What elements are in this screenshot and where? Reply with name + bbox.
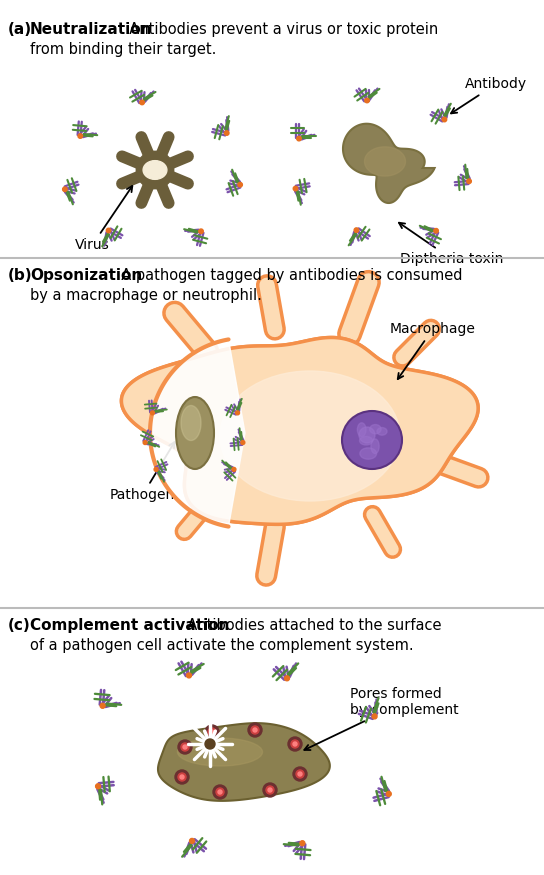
Circle shape [106,228,111,233]
Ellipse shape [360,437,373,445]
Circle shape [300,841,305,845]
Text: (c): (c) [8,618,31,633]
Polygon shape [343,123,435,203]
Circle shape [205,725,219,739]
Circle shape [293,742,297,746]
Ellipse shape [369,424,381,434]
Circle shape [467,179,471,184]
Circle shape [253,728,257,732]
Circle shape [180,775,184,779]
Circle shape [248,723,262,737]
Ellipse shape [357,423,366,437]
Circle shape [442,117,447,122]
Circle shape [165,134,172,140]
Circle shape [189,838,195,844]
Circle shape [210,730,214,734]
Circle shape [178,740,192,754]
Text: Pathogen: Pathogen [110,442,175,502]
Circle shape [296,136,301,141]
Circle shape [386,792,391,796]
Circle shape [296,770,304,778]
Circle shape [154,467,158,472]
Circle shape [293,767,307,781]
Text: A pathogen tagged by antibodies is consumed: A pathogen tagged by antibodies is consu… [112,268,462,283]
Text: (b): (b) [8,268,33,283]
Text: from binding their target.: from binding their target. [30,42,217,57]
Text: of a pathogen cell activate the complement system.: of a pathogen cell activate the compleme… [30,638,413,653]
Circle shape [151,411,154,415]
Circle shape [285,676,289,681]
Circle shape [119,153,126,160]
Circle shape [208,728,216,736]
Polygon shape [150,340,245,527]
Circle shape [364,98,369,102]
Text: Antibodies prevent a virus or toxic protein: Antibodies prevent a virus or toxic prot… [120,22,438,37]
Ellipse shape [377,428,387,435]
Text: Macrophage: Macrophage [390,322,476,379]
Circle shape [137,151,174,189]
Circle shape [184,153,191,160]
Circle shape [165,200,172,206]
Circle shape [216,788,224,796]
Text: Diptheria toxin: Diptheria toxin [399,223,503,266]
Text: (a): (a) [8,22,32,37]
Text: by a macrophage or neutrophil.: by a macrophage or neutrophil. [30,288,262,303]
Text: Neutralization: Neutralization [30,22,152,37]
Circle shape [187,673,191,678]
Circle shape [138,134,145,140]
Text: Complement activation: Complement activation [30,618,230,633]
Circle shape [225,130,229,136]
Circle shape [291,740,299,748]
Circle shape [293,186,298,191]
Circle shape [218,790,222,794]
Ellipse shape [176,397,214,469]
Text: Antibodies attached to the surface: Antibodies attached to the surface [178,618,442,633]
Polygon shape [121,338,478,524]
Circle shape [183,745,187,749]
Circle shape [205,739,215,749]
Polygon shape [121,338,478,524]
Ellipse shape [371,439,379,453]
Ellipse shape [360,448,376,459]
Polygon shape [364,147,405,176]
Circle shape [263,783,277,797]
Circle shape [140,101,144,105]
Circle shape [100,704,105,708]
Circle shape [372,714,377,719]
Circle shape [138,200,145,206]
Text: Virus: Virus [75,186,132,252]
Circle shape [359,427,375,443]
Circle shape [63,187,67,192]
Circle shape [96,784,101,788]
Ellipse shape [143,161,167,179]
Circle shape [199,229,203,234]
Text: Opsonization: Opsonization [30,268,142,283]
Text: Pores formed
by complement: Pores formed by complement [304,687,459,750]
Circle shape [143,441,147,444]
Ellipse shape [177,738,263,766]
Circle shape [238,183,243,187]
Circle shape [236,411,239,415]
Circle shape [181,743,189,751]
Text: Antibody: Antibody [451,77,527,114]
Circle shape [213,785,227,799]
Ellipse shape [181,405,201,440]
Circle shape [78,134,83,138]
Circle shape [298,772,302,776]
Circle shape [119,180,126,187]
Circle shape [241,441,245,444]
Circle shape [178,773,186,781]
Circle shape [268,788,272,792]
Ellipse shape [342,411,402,469]
Ellipse shape [220,371,400,501]
Circle shape [288,737,302,751]
Circle shape [232,467,236,472]
Circle shape [354,228,358,233]
Circle shape [251,726,259,734]
Circle shape [184,180,191,187]
Circle shape [266,786,274,794]
Circle shape [434,228,438,233]
Circle shape [175,770,189,784]
Polygon shape [158,723,330,801]
